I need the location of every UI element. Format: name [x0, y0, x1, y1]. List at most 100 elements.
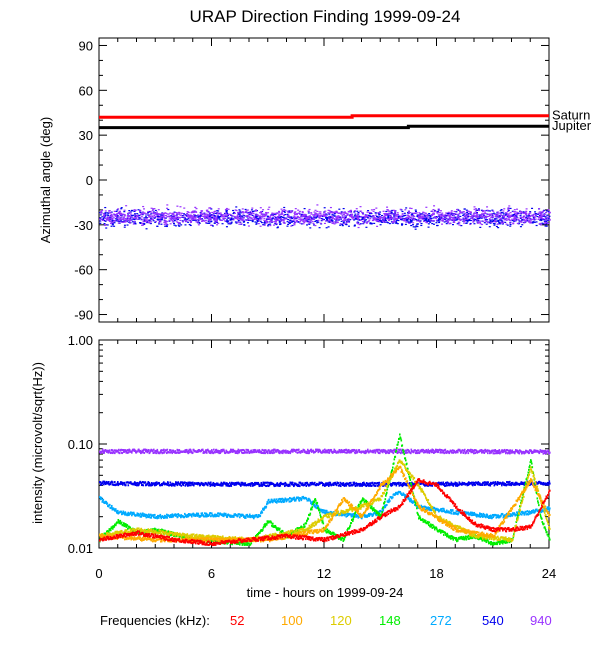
scatter-point: [255, 213, 258, 215]
scatter-point: [543, 220, 546, 222]
series-point: [312, 449, 315, 452]
series-point: [472, 449, 475, 452]
scatter-point: [476, 222, 479, 224]
series-point: [133, 448, 136, 451]
scatter-point: [287, 214, 290, 216]
scatter-point: [239, 218, 242, 220]
series-point: [134, 481, 136, 484]
series-point: [390, 450, 392, 453]
scatter-point: [237, 213, 240, 215]
scatter-point: [514, 217, 517, 219]
scatter-point: [462, 211, 465, 213]
scatter-point: [262, 214, 265, 216]
series-point: [270, 449, 273, 452]
scatter-point: [246, 212, 249, 214]
scatter-point: [477, 221, 480, 223]
scatter-point: [145, 221, 148, 223]
scatter-point: [350, 211, 353, 213]
series-point: [365, 485, 368, 488]
series-point: [376, 484, 379, 487]
scatter-point: [188, 223, 191, 226]
scatter-point: [249, 211, 252, 214]
scatter-point: [265, 218, 268, 221]
scatter-point: [287, 212, 290, 214]
series-point: [192, 481, 194, 484]
scatter-point: [196, 222, 199, 224]
series-point: [333, 448, 336, 451]
series-point: [220, 483, 222, 486]
scatter-point: [176, 218, 179, 220]
scatter-point: [227, 217, 230, 219]
scatter-point: [421, 215, 424, 217]
scatter-point: [370, 209, 373, 211]
reference-label-saturn: Saturn: [552, 108, 590, 123]
scatter-point: [183, 213, 186, 215]
series-point: [117, 450, 119, 453]
scatter-point: [150, 211, 153, 213]
scatter-point: [293, 218, 296, 220]
scatter-point: [115, 210, 118, 213]
scatter-point: [391, 221, 394, 224]
series-point: [220, 481, 223, 484]
scatter-point: [387, 210, 390, 212]
series-point: [190, 484, 192, 487]
scatter-point: [504, 212, 507, 214]
scatter-point: [378, 220, 381, 222]
series-point: [501, 484, 503, 487]
series-point: [223, 450, 226, 453]
scatter-point: [119, 213, 122, 216]
scatter-point: [478, 214, 481, 216]
scatter-point: [472, 221, 475, 223]
scatter-point: [288, 222, 291, 224]
scatter-point: [505, 213, 508, 215]
series-point: [345, 448, 348, 451]
scatter-point: [247, 225, 250, 227]
scatter-point: [386, 213, 389, 215]
scatter-point: [194, 217, 197, 219]
scatter-point: [389, 210, 392, 212]
scatter-point: [189, 214, 192, 216]
scatter-point: [283, 222, 286, 224]
scatter-point: [108, 210, 111, 212]
series-point: [472, 451, 474, 454]
scatter-point: [327, 218, 330, 220]
scatter-point: [444, 214, 447, 217]
series-point: [156, 517, 159, 520]
scatter-point: [373, 208, 376, 211]
scatter-point: [414, 210, 417, 212]
scatter-point: [526, 217, 529, 219]
scatter-point: [265, 211, 268, 214]
series-point: [175, 481, 178, 484]
series-point: [279, 482, 281, 485]
scatter-point: [119, 210, 122, 212]
series-point: [103, 483, 105, 486]
series-point: [493, 449, 495, 452]
series-point: [193, 484, 195, 487]
series-point: [212, 452, 215, 455]
scatter-point: [341, 223, 344, 226]
scatter-point: [500, 217, 503, 220]
scatter-point: [312, 222, 315, 225]
scatter-point: [542, 215, 545, 217]
scatter-point: [456, 215, 459, 217]
x-tick-label: 6: [208, 566, 215, 581]
series-point: [260, 450, 263, 453]
scatter-point: [106, 224, 109, 226]
scatter-point: [214, 216, 217, 218]
series-point: [456, 484, 459, 487]
series-point: [268, 481, 270, 484]
series-point: [217, 451, 220, 454]
series-point: [339, 481, 342, 484]
series-point: [523, 483, 526, 486]
series-point: [334, 450, 336, 453]
series-point: [272, 452, 274, 455]
series-point: [467, 448, 469, 451]
series-point: [322, 449, 325, 452]
scatter-point: [327, 212, 330, 214]
scatter-point: [464, 218, 467, 221]
scatter-point: [254, 214, 257, 216]
series-point: [413, 483, 416, 486]
series-point: [508, 483, 511, 486]
series-point: [454, 481, 457, 484]
scatter-point: [300, 219, 303, 221]
